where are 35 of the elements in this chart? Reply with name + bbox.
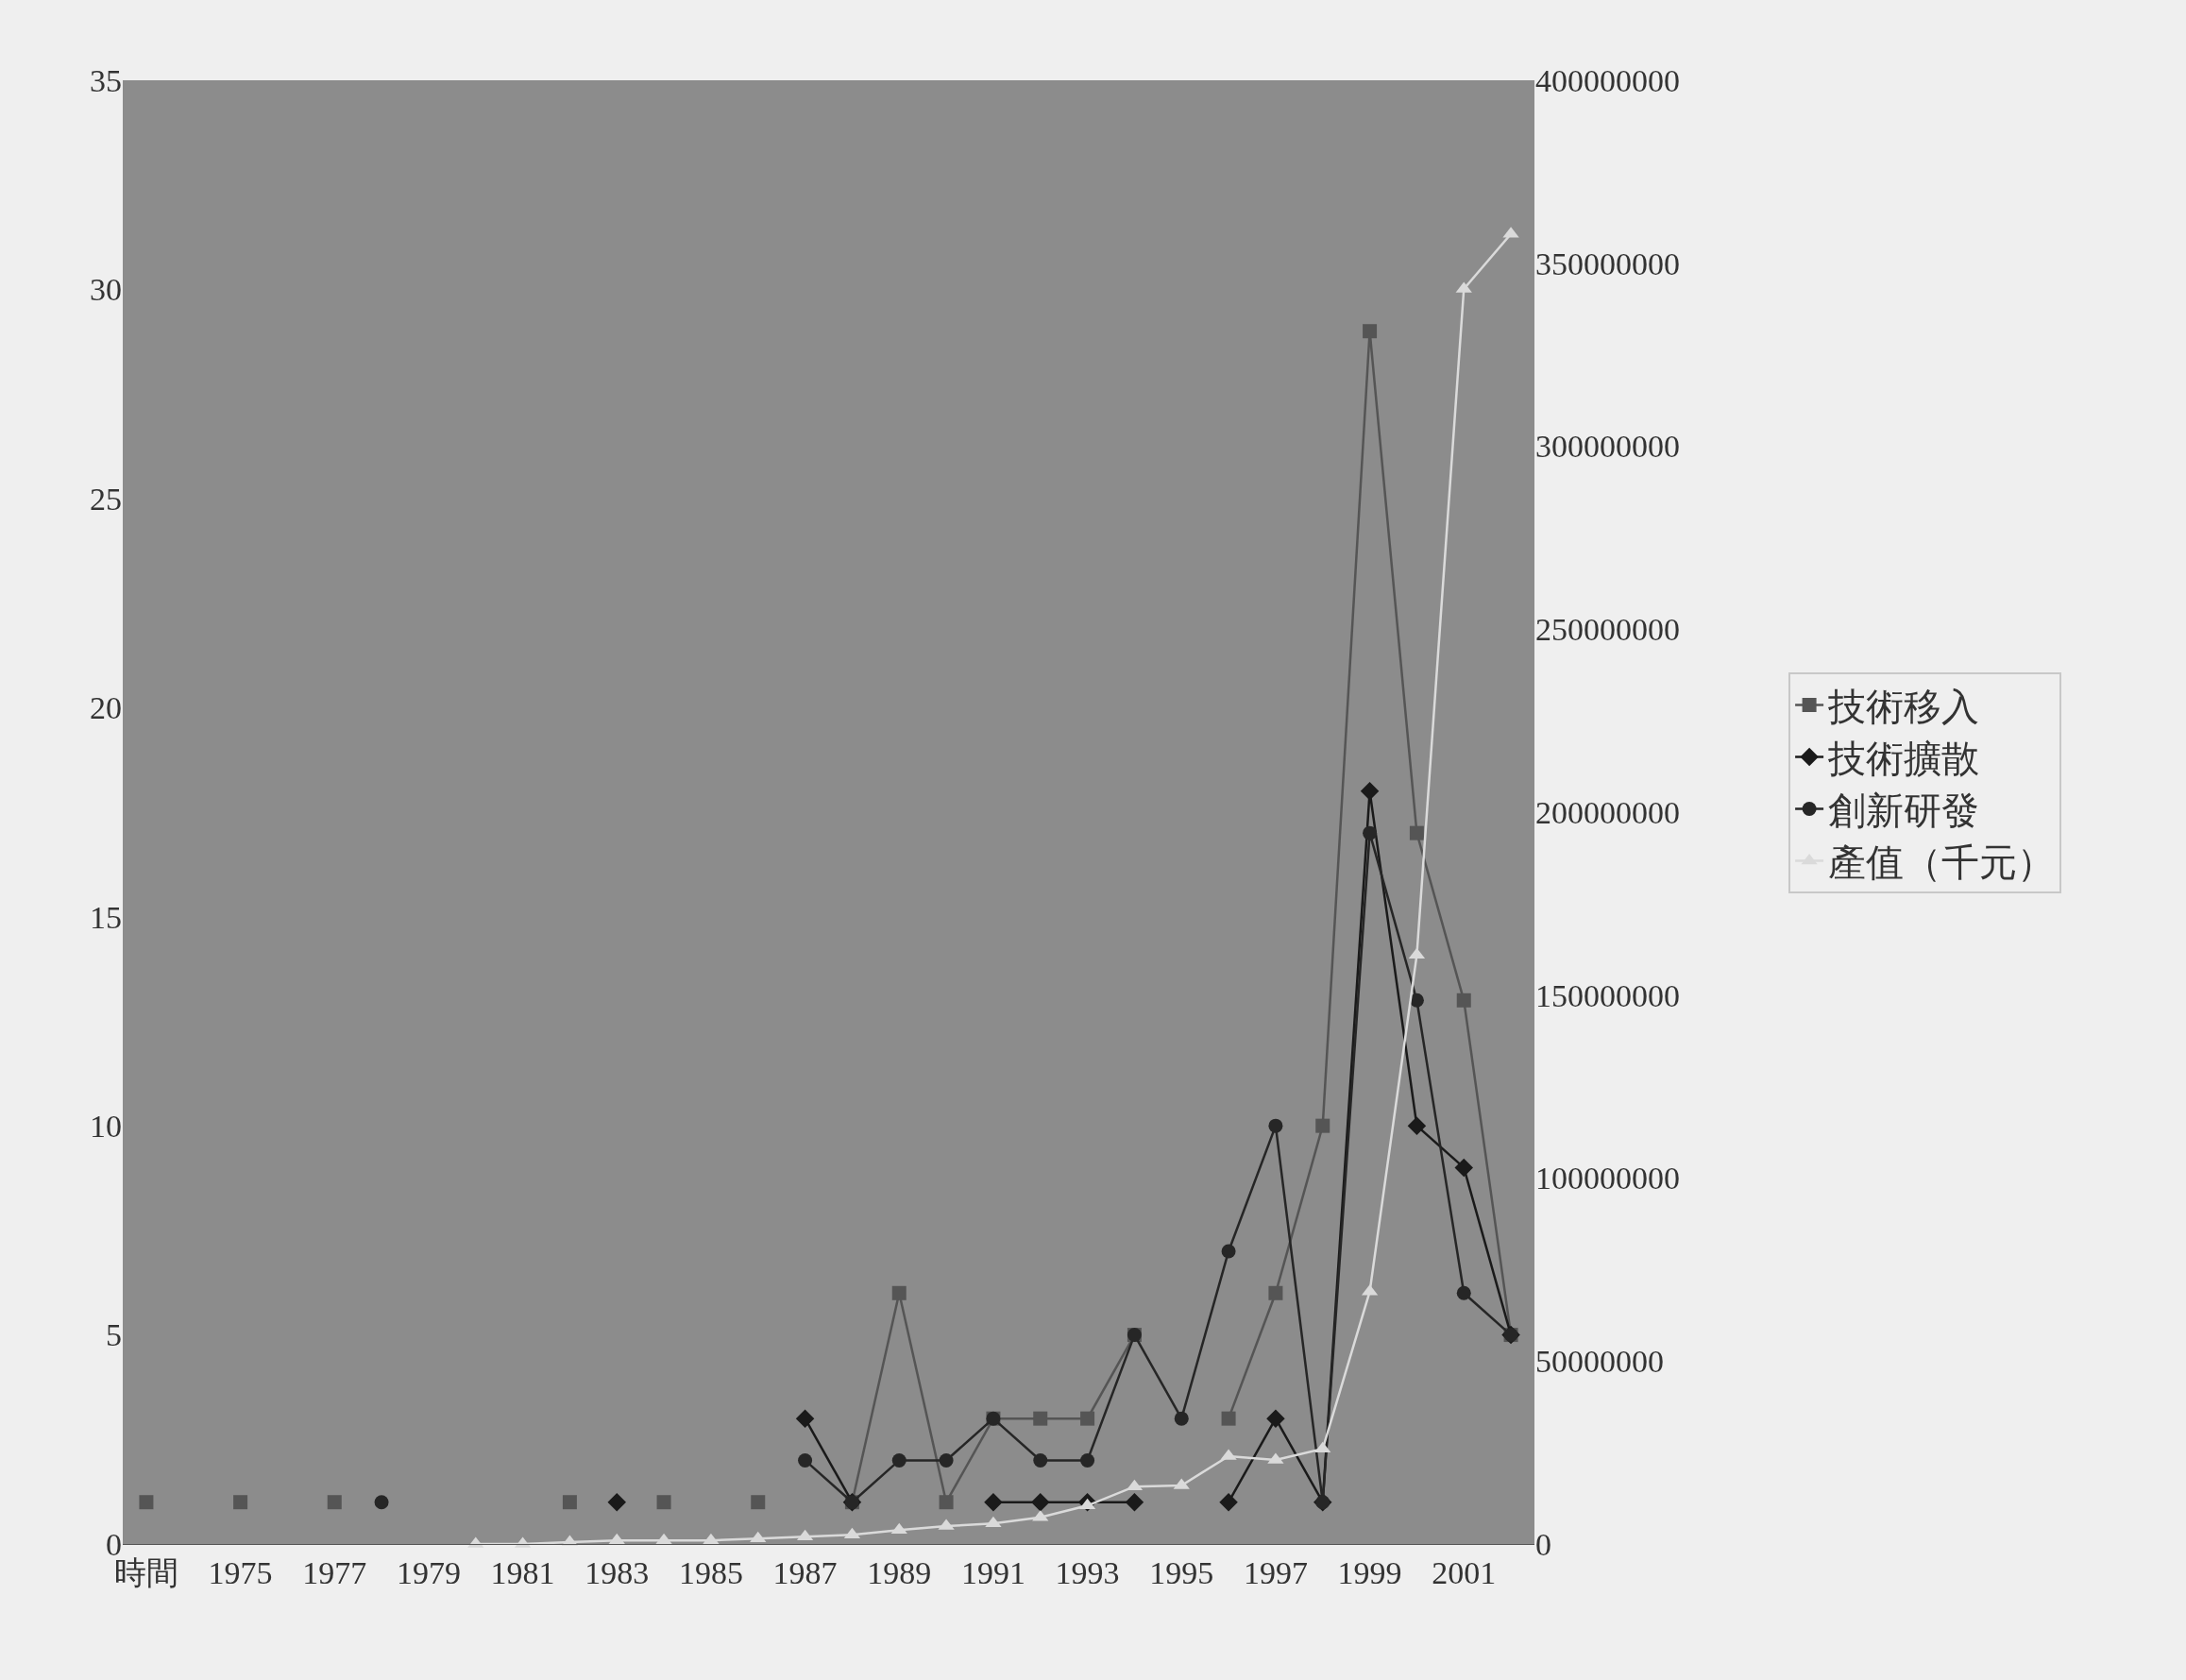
y-tick-label: 20 [90,690,122,726]
y2-tick-label: 400000000 [1535,62,1680,98]
x-tick-label: 1999 [1337,1554,1402,1590]
x-tick-label: 1983 [585,1554,650,1590]
y2-tick-label: 0 [1535,1526,1551,1562]
y2-tick-label: 150000000 [1535,977,1680,1013]
x-tick-label: 1977 [302,1554,367,1590]
y2-tick-label: 350000000 [1535,246,1680,281]
x-tick-label: 1993 [1055,1554,1120,1590]
legend-label: 創新研發 [1828,789,1980,833]
x-tick-label: 1975 [208,1554,273,1590]
x-tick-label: 2001 [1432,1554,1497,1590]
x-tick-label: 1997 [1243,1554,1308,1590]
y2-tick-label: 50000000 [1535,1344,1664,1380]
y2-tick-label: 250000000 [1535,612,1680,648]
y-tick-label: 25 [90,481,122,517]
x-tick-label: 1985 [678,1554,743,1590]
x-tick-label: 1991 [960,1554,1025,1590]
y-tick-label: 10 [90,1109,122,1145]
y2-tick-label: 300000000 [1535,429,1680,465]
legend-label: 產值（千元） [1828,841,2056,885]
y-tick-label: 30 [90,272,122,308]
y2-tick-label: 200000000 [1535,794,1680,830]
y-tick-label: 15 [90,899,122,935]
x-tick-label: 時間 [113,1554,178,1590]
x-tick-label: 1979 [396,1554,461,1590]
x-tick-label: 1989 [867,1554,932,1590]
y-tick-label: 35 [90,62,122,98]
y2-tick-label: 100000000 [1535,1161,1680,1196]
x-tick-label: 1987 [772,1554,838,1590]
y-tick-label: 5 [106,1317,122,1353]
x-tick-label: 1995 [1149,1554,1214,1590]
x-tick-label: 1981 [490,1554,555,1590]
legend-label: 技術移入 [1827,686,1980,729]
legend-label: 技術擴散 [1827,738,1980,781]
